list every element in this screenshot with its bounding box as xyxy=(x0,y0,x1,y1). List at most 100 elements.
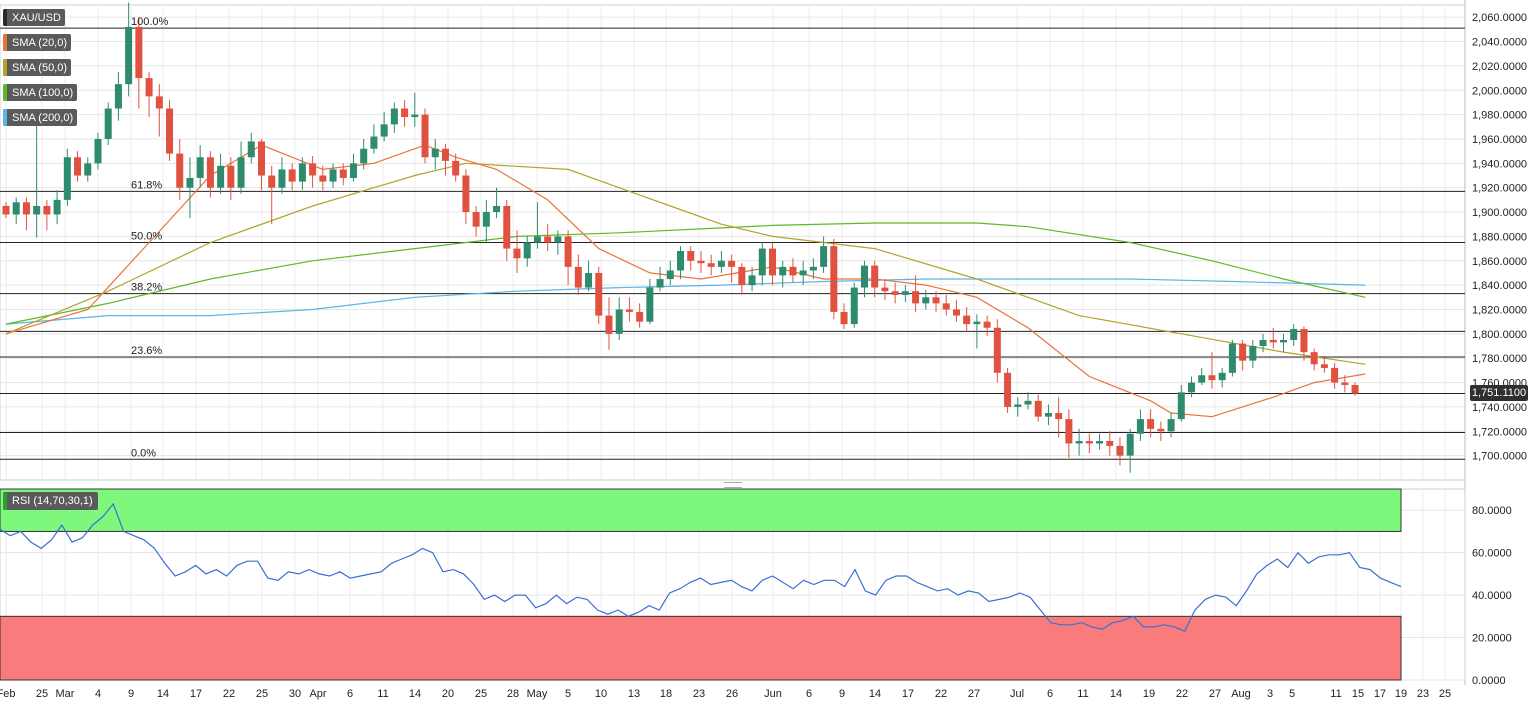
candle-bearish xyxy=(1065,419,1073,444)
candle-bearish xyxy=(135,26,143,79)
candle-bearish xyxy=(1310,352,1318,365)
candle-bullish xyxy=(247,141,255,158)
rsi-label-text: RSI (14,70,30,1) xyxy=(12,495,93,507)
time-axis[interactable]: Feb 25 Mar 4 9 14 17 22 25 30 Apr 6 11 14 20 25 28 May 5 10… xyxy=(0,688,1451,700)
candle-bearish xyxy=(22,202,30,215)
candle-bearish xyxy=(963,315,971,325)
price-tick-label: 1,740.0000 xyxy=(1472,402,1527,414)
candle-bullish xyxy=(901,291,909,295)
candle-bearish xyxy=(728,260,736,267)
candle-bearish xyxy=(830,246,838,312)
time-tick-label: 11 xyxy=(1077,688,1088,700)
candle-bearish xyxy=(155,96,163,109)
candle-bearish xyxy=(1341,382,1349,385)
candle-bullish xyxy=(12,202,20,215)
candle-bullish xyxy=(84,163,92,176)
legend-sma100[interactable]: SMA (100,0) xyxy=(3,84,78,101)
legend-sma20[interactable]: SMA (20,0) xyxy=(3,34,72,51)
candle-bearish xyxy=(339,169,347,178)
candle-bearish xyxy=(288,169,296,182)
time-tick-label: 25 xyxy=(475,688,487,700)
candle-bullish xyxy=(554,236,562,243)
candle-bullish xyxy=(1014,404,1022,407)
candle-bullish xyxy=(1228,343,1236,373)
candle-bearish xyxy=(564,236,572,267)
time-tick-label: 9 xyxy=(128,688,134,700)
candle-bearish xyxy=(871,265,879,288)
candle-bearish xyxy=(258,141,265,176)
candle-bearish xyxy=(227,165,235,188)
candle-bullish xyxy=(411,114,419,118)
candle-bearish xyxy=(687,251,695,261)
sma20-line xyxy=(5,144,1366,418)
rsi-line xyxy=(0,502,1402,632)
candle-bearish xyxy=(513,248,521,259)
candle-bullish xyxy=(390,108,398,125)
price-tick-label: 1,840.0000 xyxy=(1472,280,1527,292)
rsi-oversold-zone xyxy=(0,615,1402,681)
legend-sma50[interactable]: SMA (50,0) xyxy=(3,59,72,76)
candle-bearish xyxy=(503,205,511,249)
time-tick-label: 25 xyxy=(36,688,48,700)
rsi-legend[interactable]: RSI (14,70,30,1) xyxy=(3,492,98,510)
time-tick-label: 18 xyxy=(660,688,672,700)
candle-bullish xyxy=(53,199,61,215)
candle-bearish xyxy=(1239,343,1247,361)
fibonacci-level-label: 100.0% xyxy=(131,16,169,28)
time-tick-label: 13 xyxy=(628,688,640,700)
time-tick-label: 27 xyxy=(968,688,980,700)
candle-bullish xyxy=(820,246,828,267)
time-tick-label: Aug xyxy=(1231,688,1251,700)
sma100-swatch xyxy=(3,84,7,101)
candle-bullish xyxy=(380,124,388,137)
candle-bullish xyxy=(125,26,133,85)
candle-bullish xyxy=(431,148,439,158)
time-tick-label: 6 xyxy=(1047,688,1053,700)
candle-bullish xyxy=(758,248,766,276)
candle-bearish xyxy=(636,311,644,322)
candle-bullish xyxy=(1167,419,1175,432)
time-tick-label: 17 xyxy=(902,688,914,700)
time-tick-label: 10 xyxy=(595,688,607,700)
rsi-tick-label: 60.0000 xyxy=(1472,548,1512,560)
price-tick-label: 1,780.0000 xyxy=(1472,353,1527,365)
rsi-tick-label: 80.0000 xyxy=(1472,505,1512,517)
candle-bearish xyxy=(595,272,603,316)
candle-bearish xyxy=(1300,328,1308,353)
candle-bearish xyxy=(881,287,889,292)
candle-bullish xyxy=(1044,413,1052,417)
candle-bullish xyxy=(666,270,674,280)
time-tick-label: 19 xyxy=(1143,688,1155,700)
legend-symbol[interactable]: XAU/USD xyxy=(3,9,65,26)
candle-bullish xyxy=(329,169,337,182)
sma100-label: SMA (100,0) xyxy=(12,86,74,99)
time-tick-label: 11 xyxy=(1330,688,1341,700)
time-tick-label: 15 xyxy=(1352,688,1364,700)
candle-bullish xyxy=(1290,328,1298,340)
fibonacci-level-label: 61.8% xyxy=(131,179,162,191)
price-tick-label: 1,980.0000 xyxy=(1472,110,1527,122)
candle-bearish xyxy=(1147,419,1155,429)
price-tick-label: 1,720.0000 xyxy=(1472,426,1527,438)
price-tick-label: 1,860.0000 xyxy=(1472,256,1527,268)
pane-resize-handle[interactable] xyxy=(724,482,742,488)
sma50-label: SMA (50,0) xyxy=(12,61,68,74)
time-tick-label: 25 xyxy=(1439,688,1451,700)
candle-bearish xyxy=(840,311,848,325)
time-tick-label: 5 xyxy=(1289,688,1295,700)
price-tick-label: 1,800.0000 xyxy=(1472,329,1527,341)
candle-bearish xyxy=(697,260,705,264)
time-tick-label: Apr xyxy=(309,688,326,700)
candle-bearish xyxy=(145,78,153,97)
candle-bearish xyxy=(1034,400,1042,417)
candle-bearish xyxy=(462,175,470,213)
candle-bullish xyxy=(922,297,930,304)
fibonacci-level-label: 23.6% xyxy=(131,345,162,357)
candle-bullish xyxy=(1249,346,1257,361)
time-tick-label: 11 xyxy=(377,688,388,700)
time-tick-label: 5 xyxy=(565,688,571,700)
candle-bearish xyxy=(1004,372,1012,407)
legend-sma200[interactable]: SMA (200,0) xyxy=(3,109,78,126)
symbol-label: XAU/USD xyxy=(12,11,61,24)
